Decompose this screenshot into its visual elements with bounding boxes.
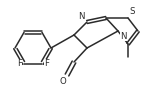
Text: F: F	[44, 59, 49, 68]
Text: S: S	[129, 7, 135, 16]
Text: O: O	[59, 77, 66, 86]
Text: N: N	[120, 32, 127, 41]
Text: F: F	[17, 59, 22, 68]
Text: N: N	[78, 12, 85, 21]
